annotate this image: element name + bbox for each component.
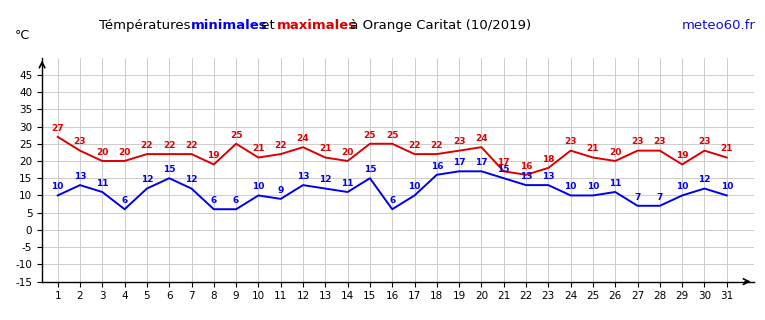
Text: 12: 12 xyxy=(141,175,153,184)
Text: 6: 6 xyxy=(210,196,217,205)
Text: minimales: minimales xyxy=(191,19,268,32)
Text: 12: 12 xyxy=(319,175,331,184)
Text: 11: 11 xyxy=(609,179,621,188)
Text: 22: 22 xyxy=(275,141,287,150)
Text: 22: 22 xyxy=(431,141,443,150)
Text: 16: 16 xyxy=(431,162,443,171)
Text: °C: °C xyxy=(15,29,30,42)
Text: meteo60.fr: meteo60.fr xyxy=(682,19,756,32)
Text: 20: 20 xyxy=(96,148,109,157)
Text: 17: 17 xyxy=(475,158,488,167)
Text: 6: 6 xyxy=(122,196,128,205)
Text: 10: 10 xyxy=(565,182,577,191)
Text: 22: 22 xyxy=(185,141,197,150)
Text: 11: 11 xyxy=(96,179,109,188)
Text: 20: 20 xyxy=(609,148,621,157)
Text: 23: 23 xyxy=(453,138,465,147)
Text: 7: 7 xyxy=(656,193,663,202)
Text: 23: 23 xyxy=(631,138,644,147)
Text: 13: 13 xyxy=(297,172,309,181)
Text: 15: 15 xyxy=(163,165,175,174)
Text: 6: 6 xyxy=(233,196,239,205)
Text: 21: 21 xyxy=(721,144,733,153)
Text: 20: 20 xyxy=(341,148,353,157)
Text: et: et xyxy=(257,19,279,32)
Text: 12: 12 xyxy=(185,175,197,184)
Text: 10: 10 xyxy=(51,182,63,191)
Text: 16: 16 xyxy=(519,162,532,171)
Text: 10: 10 xyxy=(587,182,599,191)
Text: 13: 13 xyxy=(73,172,86,181)
Text: 25: 25 xyxy=(386,131,399,140)
Text: 23: 23 xyxy=(565,138,577,147)
Text: 23: 23 xyxy=(698,138,711,147)
Text: 9: 9 xyxy=(278,186,284,195)
Text: 12: 12 xyxy=(698,175,711,184)
Text: 25: 25 xyxy=(363,131,376,140)
Text: 25: 25 xyxy=(230,131,243,140)
Text: 11: 11 xyxy=(341,179,354,188)
Text: 13: 13 xyxy=(519,172,532,181)
Text: 18: 18 xyxy=(542,155,555,164)
Text: 22: 22 xyxy=(163,141,175,150)
Text: maximales: maximales xyxy=(277,19,357,32)
Text: 19: 19 xyxy=(675,151,688,160)
Text: 7: 7 xyxy=(634,193,641,202)
Text: 23: 23 xyxy=(653,138,666,147)
Text: 15: 15 xyxy=(497,165,510,174)
Text: 13: 13 xyxy=(542,172,555,181)
Text: 22: 22 xyxy=(141,141,153,150)
Text: 10: 10 xyxy=(676,182,688,191)
Text: 23: 23 xyxy=(73,138,86,147)
Text: 21: 21 xyxy=(319,144,331,153)
Text: 19: 19 xyxy=(207,151,220,160)
Text: à Orange Caritat (10/2019): à Orange Caritat (10/2019) xyxy=(346,19,531,32)
Text: 21: 21 xyxy=(252,144,265,153)
Text: 6: 6 xyxy=(389,196,396,205)
Text: Témpératures: Témpératures xyxy=(99,19,195,32)
Text: 27: 27 xyxy=(51,124,64,133)
Text: 24: 24 xyxy=(475,134,488,143)
Text: 21: 21 xyxy=(587,144,599,153)
Text: 17: 17 xyxy=(497,158,510,167)
Text: 22: 22 xyxy=(409,141,421,150)
Text: 10: 10 xyxy=(721,182,733,191)
Text: 10: 10 xyxy=(252,182,265,191)
Text: 10: 10 xyxy=(409,182,421,191)
Text: 17: 17 xyxy=(453,158,465,167)
Text: 20: 20 xyxy=(119,148,131,157)
Text: 24: 24 xyxy=(297,134,309,143)
Text: 15: 15 xyxy=(363,165,376,174)
